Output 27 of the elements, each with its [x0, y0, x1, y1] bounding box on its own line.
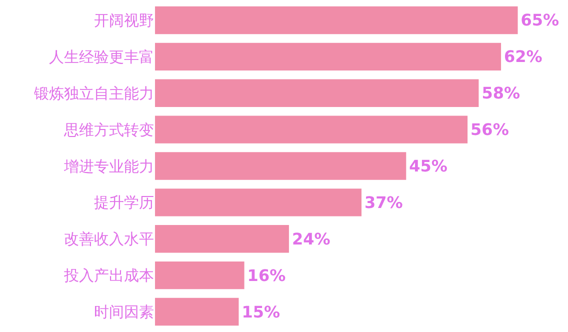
bar [155, 116, 468, 144]
data-label: 56% [470, 120, 509, 140]
y-tick-label: 思维方式转变 [63, 120, 154, 139]
bar [155, 261, 244, 290]
bar [155, 225, 289, 253]
bar [155, 298, 239, 326]
data-label: 65% [520, 10, 560, 30]
y-tick-label: 提升学历 [94, 194, 154, 212]
bar [155, 188, 362, 216]
data-label: 16% [247, 266, 286, 285]
y-tick-label: 时间因素 [94, 303, 154, 322]
y-tick-label: 锻炼独立自主能力 [33, 84, 154, 102]
data-label: 15% [242, 302, 280, 322]
data-label: 45% [409, 156, 448, 176]
data-label: 58% [482, 84, 520, 103]
y-tick-label: 增进专业能力 [63, 157, 154, 176]
data-label: 62% [504, 47, 542, 66]
y-tick-label: 投入产出成本 [63, 266, 154, 285]
bar [155, 6, 518, 34]
y-tick-label: 改善收入水平 [64, 230, 154, 248]
y-tick-label: 人生经验更丰富 [49, 48, 154, 66]
y-tick-label: 开阔视野 [94, 11, 154, 30]
bar [155, 42, 502, 71]
bar [155, 79, 479, 107]
data-label: 37% [364, 192, 403, 212]
bar [155, 152, 406, 180]
data-label: 24% [292, 229, 330, 248]
